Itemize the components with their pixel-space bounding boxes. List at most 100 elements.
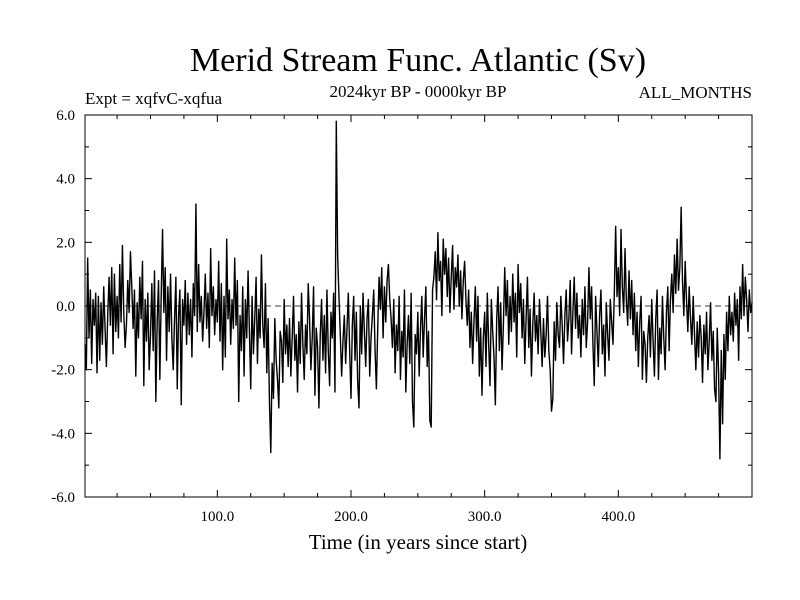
data-point — [210, 248, 212, 250]
data-point — [238, 400, 240, 403]
data-point — [326, 289, 328, 291]
data-point — [274, 318, 276, 320]
data-point — [333, 292, 335, 294]
data-point — [353, 295, 355, 298]
data-point — [119, 264, 121, 266]
data-point — [334, 391, 336, 393]
data-point — [525, 318, 527, 320]
data-point — [611, 321, 613, 323]
data-point — [588, 267, 590, 269]
data-point — [423, 318, 426, 320]
data-point — [133, 289, 136, 291]
data-point — [149, 334, 152, 336]
data-point — [488, 343, 490, 345]
data-point — [751, 302, 753, 304]
data-point — [252, 353, 255, 355]
data-point — [604, 375, 606, 377]
data-point — [747, 330, 749, 333]
data-point — [250, 388, 252, 390]
data-point — [574, 327, 577, 329]
data-point — [537, 353, 539, 355]
data-point — [271, 362, 273, 364]
data-point — [643, 330, 645, 333]
data-point — [620, 229, 622, 231]
data-point — [582, 334, 585, 336]
data-point — [327, 349, 329, 352]
x-tick-label: 300.0 — [468, 509, 502, 525]
data-point — [717, 372, 720, 374]
data-point — [262, 324, 264, 326]
data-point — [322, 359, 324, 361]
data-point — [532, 324, 534, 326]
chart-subtitle-left: Expt = xqfvC-xqfua — [85, 89, 223, 108]
data-point — [637, 365, 639, 368]
data-point — [100, 302, 102, 304]
data-point — [730, 334, 732, 336]
data-point — [387, 264, 390, 266]
data-point — [85, 369, 87, 371]
data-point — [378, 276, 380, 278]
data-point — [748, 289, 750, 291]
data-point — [592, 343, 594, 345]
data-point — [553, 321, 555, 323]
x-tick-label: 200.0 — [334, 509, 368, 525]
data-point — [438, 279, 440, 282]
data-point — [405, 391, 407, 393]
data-point — [260, 254, 263, 256]
data-point — [709, 302, 712, 304]
data-point — [363, 330, 365, 333]
data-point — [325, 372, 327, 374]
data-point — [397, 349, 399, 352]
data-point — [524, 362, 526, 364]
data-point — [660, 353, 662, 355]
data-point — [510, 330, 512, 333]
data-point — [518, 311, 521, 313]
data-point — [272, 397, 275, 399]
data-point — [159, 378, 161, 380]
data-point — [232, 327, 234, 329]
data-point — [211, 314, 213, 317]
data-point — [476, 340, 478, 342]
data-point — [140, 318, 142, 320]
data-point — [173, 318, 176, 320]
data-point — [569, 279, 571, 282]
data-point — [244, 299, 246, 301]
data-point — [501, 369, 503, 371]
data-point — [612, 343, 614, 345]
data-point — [671, 273, 673, 275]
data-point — [419, 327, 422, 329]
data-point — [347, 292, 349, 294]
data-point — [97, 295, 99, 298]
data-point — [492, 330, 494, 333]
data-point — [355, 311, 357, 313]
data-point — [520, 283, 522, 285]
data-point — [141, 260, 144, 263]
data-point — [599, 314, 601, 317]
data-point — [87, 257, 89, 259]
data-point — [385, 321, 387, 323]
data-point — [580, 356, 582, 358]
data-point — [649, 356, 652, 358]
data-point — [726, 311, 728, 313]
data-point — [534, 340, 537, 342]
data-point — [280, 340, 283, 342]
data-point — [544, 356, 546, 358]
data-point — [374, 349, 376, 352]
data-point — [390, 318, 392, 320]
data-point — [460, 270, 462, 272]
y-tick-label: 2.0 — [56, 235, 75, 251]
data-point — [231, 299, 233, 301]
data-point — [480, 327, 482, 329]
data-point — [228, 289, 230, 291]
data-point — [151, 283, 153, 285]
data-point — [341, 375, 343, 377]
data-point — [357, 381, 359, 383]
data-point — [528, 346, 530, 348]
chart-subtitle-center: 2024kyr BP - 0000kyr BP — [330, 82, 507, 101]
data-point — [554, 359, 557, 361]
data-point — [713, 388, 716, 390]
data-point — [635, 349, 637, 352]
data-point — [711, 359, 713, 361]
data-point — [704, 353, 706, 355]
data-point — [489, 384, 491, 387]
